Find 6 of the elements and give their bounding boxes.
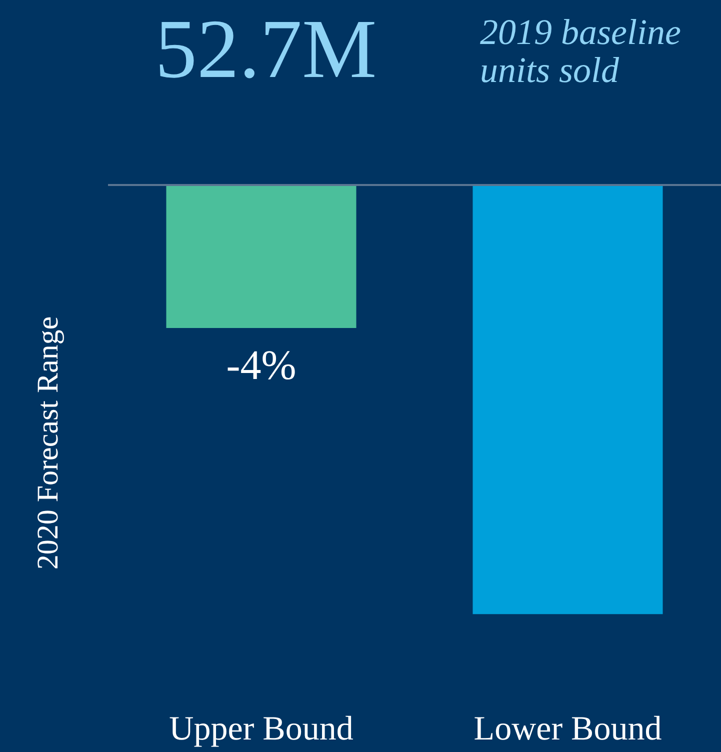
x-tick-label: Lower Bound — [474, 710, 662, 748]
chart-title: 52.7M — [155, 3, 377, 96]
y-axis-title: 2020 Forecast Range — [32, 316, 64, 570]
chart-subtitle: 2019 baseline units sold — [480, 12, 681, 90]
x-tick-label: Upper Bound — [169, 710, 354, 748]
data-label: -4% — [226, 343, 296, 390]
